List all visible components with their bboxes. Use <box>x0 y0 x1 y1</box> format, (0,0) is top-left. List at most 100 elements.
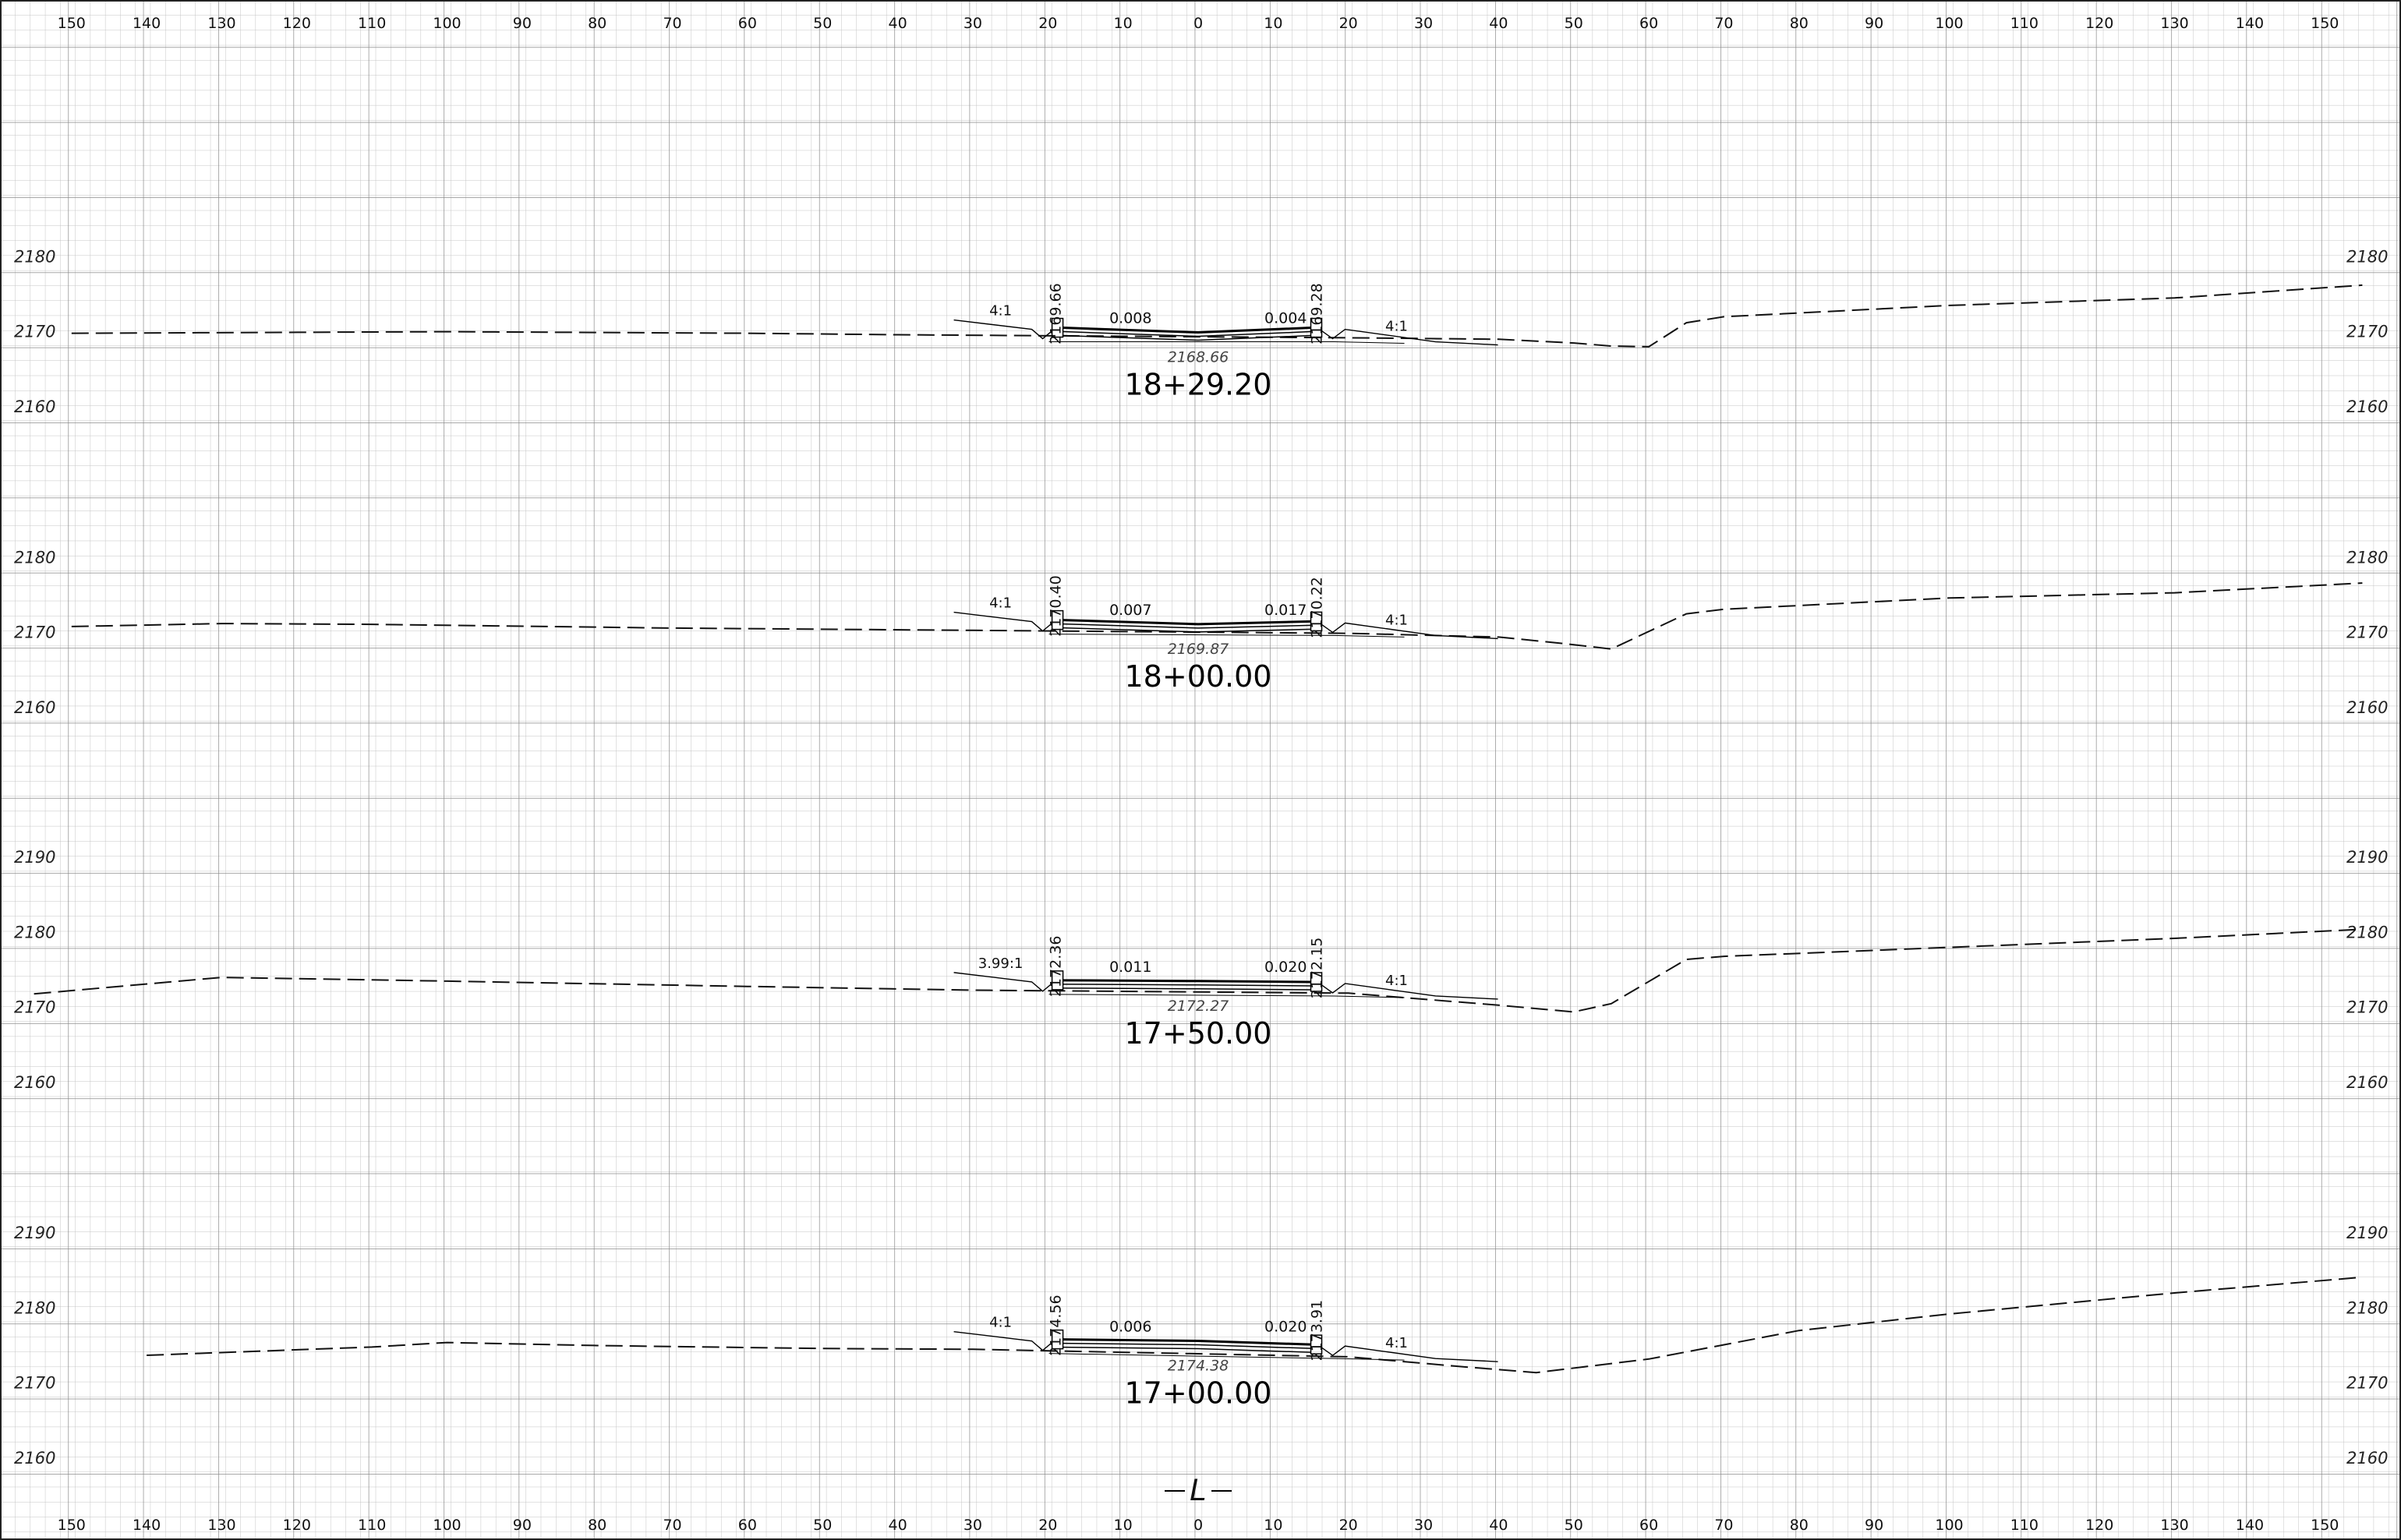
bottom-offset-axis: 150 140 130 120 110 100 90 80 70 60 50 40 30 20 10 0 10 2… <box>58 1517 2339 1534</box>
left-curb <box>1051 609 1064 630</box>
right-edge-elevation: 2172.15 <box>1309 938 1326 999</box>
offset-tick-label: 120 <box>283 15 311 32</box>
offset-tick-label: 90 <box>1865 15 1883 32</box>
offset-tick-label: 90 <box>513 1517 532 1534</box>
offset-tick-label: 70 <box>663 15 681 32</box>
subgrade-line <box>1048 994 1405 998</box>
elevation-label-right: 2180 <box>2346 247 2388 266</box>
right-cross-slope: 0.020 <box>1264 959 1307 976</box>
left-side-slope-line <box>953 319 1053 340</box>
offset-tick-label: 130 <box>207 15 235 32</box>
elevation-label-right: 2190 <box>2346 848 2388 867</box>
offset-tick-label: 30 <box>964 15 982 32</box>
offset-tick-label: 150 <box>2311 1517 2339 1534</box>
offset-tick-label: 90 <box>513 15 532 32</box>
offset-tick-label: 110 <box>358 1517 386 1534</box>
offset-tick-label: 40 <box>889 15 907 32</box>
offset-tick-label: 100 <box>433 15 461 32</box>
offset-tick-label: 70 <box>1714 1517 1733 1534</box>
left-side-slope-line <box>953 1330 1053 1351</box>
right-side-slope-line <box>1321 622 1498 640</box>
elevation-label-right: 2170 <box>2346 1374 2388 1393</box>
offset-tick-label: 100 <box>1935 15 1963 32</box>
elevation-label-right: 2180 <box>2346 923 2388 941</box>
offset-tick-label: 120 <box>2085 1517 2113 1534</box>
offset-tick-label: 150 <box>58 15 86 32</box>
right-side-slope-line <box>1321 1345 1498 1362</box>
offset-tick-label: 80 <box>588 1517 606 1534</box>
cross-section: 2190 2190 2180 2180 2170 2170 2160 2160 2174.56 2… <box>14 1224 2388 1468</box>
elevation-label-right: 2160 <box>2346 1073 2388 1092</box>
station-label: 17+00.00 <box>1125 1376 1272 1410</box>
pavement-layer <box>1063 623 1311 629</box>
offset-tick-label: 110 <box>2010 15 2039 32</box>
offset-tick-label: 120 <box>2085 15 2113 32</box>
centerline-elevation: 2174.38 <box>1168 1357 1229 1374</box>
elevation-label-right: 2160 <box>2346 698 2388 717</box>
left-edge-elevation: 2174.56 <box>1048 1295 1065 1356</box>
pavement-layer <box>1063 979 1311 984</box>
offset-tick-label: 10 <box>1264 1517 1282 1534</box>
right-curb <box>1310 317 1323 338</box>
offset-tick-label: 10 <box>1264 15 1282 32</box>
elevation-label-right: 2170 <box>2346 623 2388 642</box>
left-edge-elevation: 2169.66 <box>1048 283 1065 344</box>
offset-tick-label: 140 <box>2236 15 2264 32</box>
elevation-label-left: 2190 <box>14 1224 55 1242</box>
offset-tick-label: 60 <box>738 1517 757 1534</box>
cross-section: 2190 2190 2180 2180 2170 2170 2160 2160 2172.36 2… <box>14 848 2388 1092</box>
pavement-layer <box>1063 334 1311 341</box>
right-cross-slope: 0.017 <box>1264 602 1307 619</box>
offset-tick-label: 20 <box>1339 1517 1358 1534</box>
elevation-label-left: 2160 <box>14 1073 55 1092</box>
right-cross-slope: 0.020 <box>1264 1318 1307 1335</box>
proposed-template <box>953 970 1498 1000</box>
offset-tick-label: 130 <box>2160 1517 2188 1534</box>
existing-ground-line <box>147 1276 2363 1374</box>
centerline-symbol-text: L <box>1190 1473 1207 1507</box>
offset-tick-label: 70 <box>663 1517 681 1534</box>
right-edge-elevation: 2173.91 <box>1309 1300 1326 1362</box>
offset-tick-label: 60 <box>738 15 757 32</box>
existing-ground-line <box>34 928 2363 1013</box>
pavement-layer <box>1063 327 1311 334</box>
offset-tick-label: 110 <box>2010 1517 2039 1534</box>
centerline-elevation: 2168.66 <box>1168 349 1229 366</box>
left-edge-elevation: 2172.36 <box>1048 936 1065 998</box>
offset-tick-label: 150 <box>2311 15 2339 32</box>
offset-tick-label: 130 <box>207 1517 235 1534</box>
offset-tick-label: 50 <box>1565 1517 1583 1534</box>
elevation-label-right: 2160 <box>2346 1449 2388 1468</box>
offset-tick-label: 140 <box>133 1517 161 1534</box>
offset-tick-label: 50 <box>813 1517 832 1534</box>
elevation-label-left: 2170 <box>14 1374 55 1393</box>
elevation-label-right: 2180 <box>2346 1298 2388 1317</box>
offset-tick-label: 30 <box>1414 15 1433 32</box>
offset-tick-label: 100 <box>433 1517 461 1534</box>
elevation-label-left: 2180 <box>14 247 55 266</box>
right-side-slope-line <box>1321 328 1498 346</box>
elevation-label-right: 2160 <box>2346 397 2388 416</box>
left-side-slope-line <box>953 611 1053 632</box>
right-side-slope: 4:1 <box>1385 973 1408 989</box>
centerline-elevation: 2169.87 <box>1168 641 1229 658</box>
proposed-template <box>953 317 1498 346</box>
offset-tick-label: 100 <box>1935 1517 1963 1534</box>
offset-tick-label: 80 <box>1790 15 1809 32</box>
right-edge-elevation: 2169.28 <box>1309 283 1326 344</box>
offset-tick-label: 10 <box>1114 15 1133 32</box>
left-cross-slope: 0.011 <box>1109 959 1151 976</box>
left-side-slope: 4:1 <box>989 595 1012 612</box>
offset-tick-label: 90 <box>1865 1517 1883 1534</box>
offset-tick-label: 80 <box>588 15 606 32</box>
centerline-elevation: 2172.27 <box>1168 998 1229 1015</box>
offset-tick-label: 0 <box>1193 1517 1203 1534</box>
right-side-slope-line <box>1321 983 1498 1000</box>
offset-tick-label: 130 <box>2160 15 2188 32</box>
right-curb <box>1310 611 1323 632</box>
offset-tick-label: 150 <box>58 1517 86 1534</box>
offset-tick-label: 20 <box>1038 1517 1057 1534</box>
